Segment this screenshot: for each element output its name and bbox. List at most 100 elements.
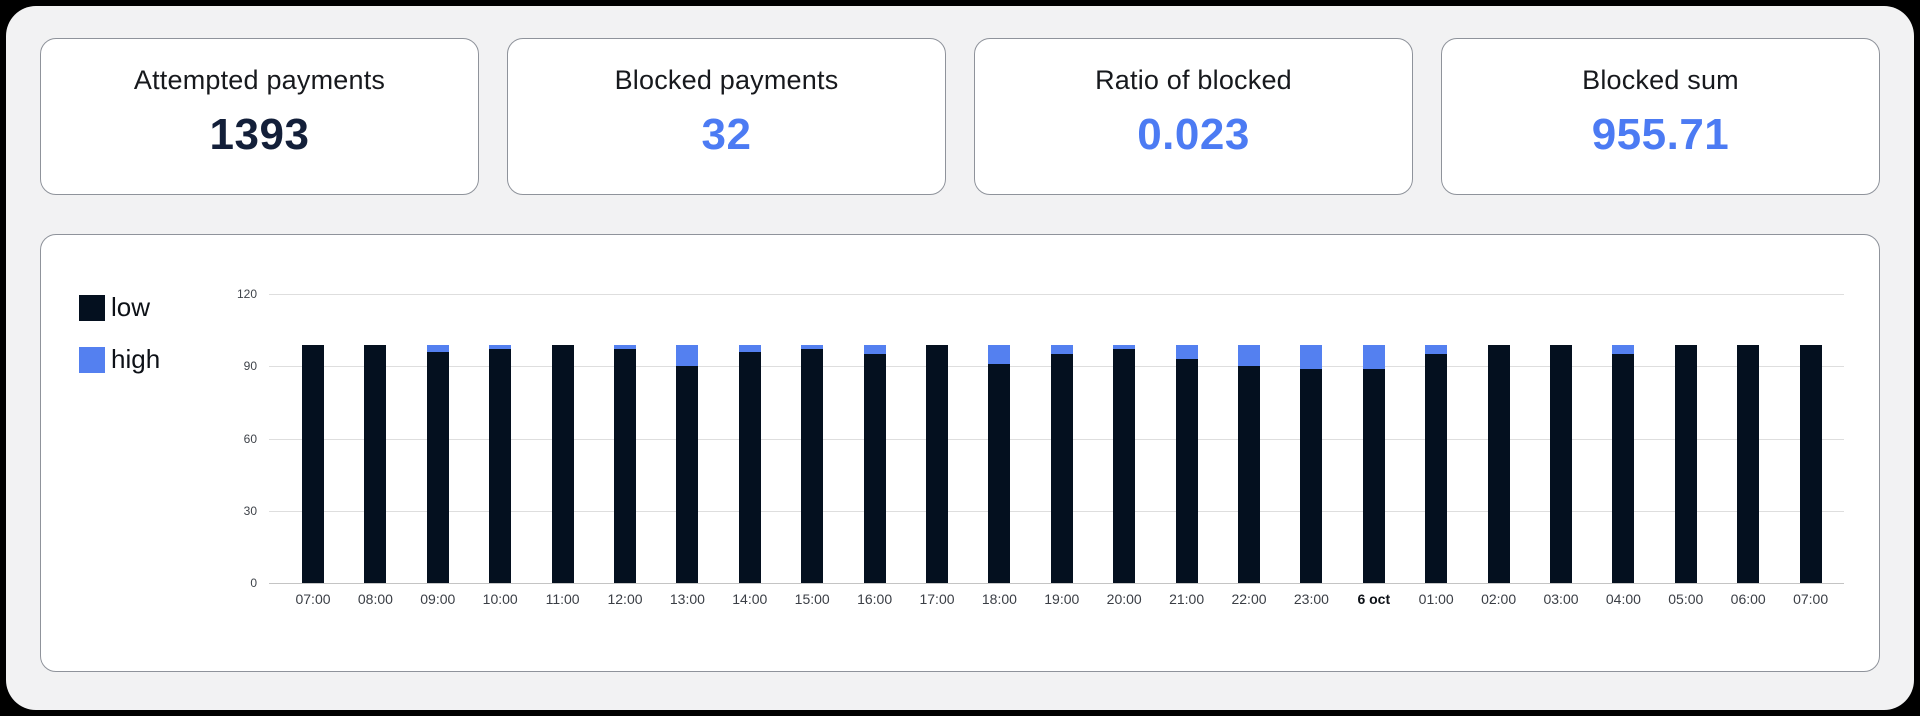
bar-segment-high — [1362, 344, 1385, 369]
legend-swatch-low — [79, 294, 105, 321]
bar-02:00 — [1487, 344, 1510, 583]
card-title: Attempted payments — [133, 65, 386, 95]
x-axis-tick-11:00: 11:00 — [545, 591, 580, 607]
x-axis-tick-19:00: 19:00 — [1044, 591, 1080, 607]
bar-05:00 — [1674, 344, 1697, 583]
x-axis-tick-12:00: 12:00 — [607, 591, 643, 607]
bar-21:00 — [1175, 344, 1198, 583]
card-blocked-sum: Blocked sum 955.71 — [1441, 38, 1880, 195]
bar-segment-low — [1175, 359, 1198, 583]
bar-segment-high — [738, 344, 761, 352]
x-axis-tick-16:00: 16:00 — [857, 591, 893, 607]
card-value: 1393 — [209, 110, 310, 159]
x-axis-tick-18:00: 18:00 — [981, 591, 1017, 607]
bar-segment-high — [489, 344, 512, 350]
legend-label-high: high — [111, 344, 161, 374]
bar-segment-low — [863, 354, 886, 583]
x-axis-tick-08:00: 08:00 — [357, 591, 393, 607]
bar-segment-low — [1737, 344, 1760, 583]
bar-segment-low — [1300, 368, 1323, 583]
gridline-0 — [269, 583, 1844, 584]
x-axis-tick-6 oct: 6 oct — [1357, 591, 1391, 607]
legend-item-high[interactable]: high — [79, 344, 160, 375]
card-ratio-of-blocked: Ratio of blocked 0.023 — [974, 38, 1413, 195]
x-axis-tick-13:00: 13:00 — [669, 591, 705, 607]
x-axis-tick-06:00: 06:00 — [1730, 591, 1766, 607]
bar-11:00 — [551, 344, 574, 583]
x-axis-tick-14:00: 14:00 — [732, 591, 768, 607]
bar-segment-high — [988, 344, 1011, 364]
bar-segment-high — [1612, 344, 1635, 355]
bar-segment-high — [676, 344, 699, 367]
y-axis-tick-60: 60 — [243, 431, 257, 446]
y-axis-tick-120: 120 — [236, 287, 257, 301]
bar-segment-high — [1113, 344, 1136, 350]
card-blocked-payments: Blocked payments 32 — [507, 38, 946, 195]
x-axis-tick-15:00: 15:00 — [794, 591, 830, 607]
bar-segment-high — [801, 344, 824, 350]
bar-segment-low — [489, 349, 512, 583]
payments-chart-panel: low high 0 30 60 90 120 07:00 08:00 09:00 10:00 1… — [40, 234, 1880, 672]
bar-07:00 — [1799, 344, 1822, 583]
bar-10:00 — [489, 344, 512, 583]
card-value: 0.023 — [1137, 110, 1250, 159]
y-axis-tick-90: 90 — [243, 359, 257, 374]
bar-chart-plot-area: 0 30 60 90 120 07:00 08:00 09:00 10:00 11:00 12:00… — [237, 287, 1844, 607]
y-axis-tick-30: 30 — [243, 503, 257, 518]
bar-segment-high — [863, 344, 886, 355]
bar-01:00 — [1425, 344, 1448, 583]
bar-segment-low — [1487, 344, 1510, 583]
card-title: Blocked payments — [614, 65, 839, 95]
x-axis-tick-10:00: 10:00 — [482, 591, 518, 607]
bar-segment-low — [302, 344, 324, 583]
bar-segment-low — [1799, 344, 1822, 583]
stat-cards-row: Attempted payments 1393 Blocked payments… — [40, 38, 1880, 195]
x-axis-tick-03:00: 03:00 — [1543, 591, 1579, 607]
bar-13:00 — [676, 344, 699, 583]
bar-03:00 — [1550, 344, 1572, 583]
bar-segment-high — [1300, 344, 1323, 369]
card-title: Ratio of blocked — [1095, 65, 1292, 95]
legend-swatch-high — [79, 346, 105, 373]
bar-segment-low — [426, 351, 449, 583]
bar-segment-high — [1175, 344, 1198, 360]
x-axis-tick-22:00: 22:00 — [1231, 591, 1267, 607]
legend-label-low: low — [111, 292, 151, 322]
bar-segment-low — [614, 349, 636, 583]
bar-segment-low — [1362, 368, 1385, 583]
x-axis-tick-23:00: 23:00 — [1293, 591, 1329, 607]
bar-segment-low — [1113, 349, 1136, 583]
card-attempted-payments: Attempted payments 1393 — [40, 38, 479, 195]
bar-segment-high — [1425, 344, 1448, 355]
bar-segment-low — [1050, 354, 1073, 583]
bar-08:00 — [364, 344, 387, 583]
bar-04:00 — [1612, 344, 1635, 583]
bar-segment-high — [426, 344, 449, 352]
bar-22:00 — [1238, 344, 1260, 583]
legend-item-low[interactable]: low — [79, 292, 160, 323]
bar-segment-low — [738, 351, 761, 583]
x-axis-tick-09:00: 09:00 — [420, 591, 456, 607]
bar-09:00 — [426, 344, 449, 583]
x-axis-tick-01:00: 01:00 — [1418, 591, 1454, 607]
bar-segment-low — [1612, 354, 1635, 583]
card-value: 955.71 — [1591, 110, 1730, 159]
bar-segment-high — [1050, 344, 1073, 355]
bar-segment-low — [1425, 354, 1448, 583]
bar-segment-high — [614, 344, 636, 350]
chart-legend: low high — [79, 292, 160, 375]
bar-segment-low — [988, 363, 1011, 583]
x-axis-tick-04:00: 04:00 — [1605, 591, 1641, 607]
bar-06:00 — [1737, 344, 1760, 583]
bar-19:00 — [1050, 344, 1073, 583]
x-axis-tick-02:00: 02:00 — [1481, 591, 1517, 607]
bar-15:00 — [801, 344, 824, 583]
bar-segment-low — [1674, 344, 1697, 583]
dashboard-page: Attempted payments 1393 Blocked payments… — [6, 6, 1914, 710]
bar-20:00 — [1113, 344, 1136, 583]
bar-23:00 — [1300, 344, 1323, 583]
bar-segment-high — [1238, 344, 1260, 367]
x-axis-tick-05:00: 05:00 — [1668, 591, 1704, 607]
card-value: 32 — [701, 110, 752, 159]
bar-segment-low — [676, 366, 699, 583]
